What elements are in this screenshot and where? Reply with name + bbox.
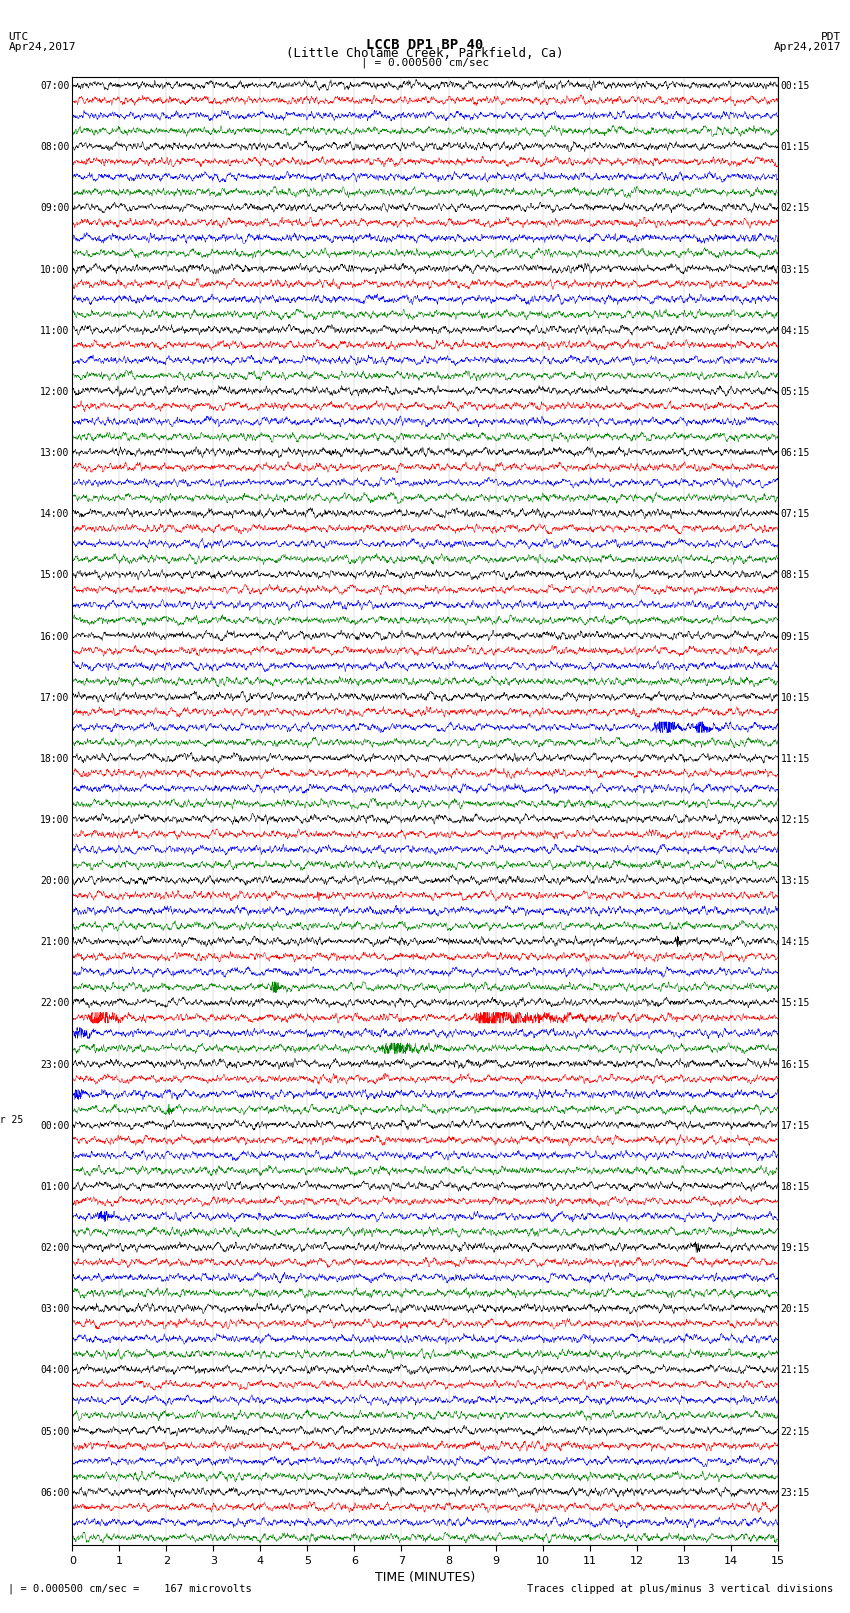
Text: PDT: PDT bbox=[821, 32, 842, 42]
Text: | = 0.000500 cm/sec: | = 0.000500 cm/sec bbox=[361, 58, 489, 68]
Text: Apr24,2017: Apr24,2017 bbox=[8, 42, 76, 52]
Text: UTC: UTC bbox=[8, 32, 29, 42]
Text: Apr 25: Apr 25 bbox=[0, 1115, 23, 1124]
Text: (Little Cholame Creek, Parkfield, Ca): (Little Cholame Creek, Parkfield, Ca) bbox=[286, 47, 564, 60]
Text: LCCB DP1 BP 40: LCCB DP1 BP 40 bbox=[366, 37, 484, 52]
X-axis label: TIME (MINUTES): TIME (MINUTES) bbox=[375, 1571, 475, 1584]
Text: Traces clipped at plus/minus 3 vertical divisions: Traces clipped at plus/minus 3 vertical … bbox=[527, 1584, 833, 1594]
Text: | = 0.000500 cm/sec =    167 microvolts: | = 0.000500 cm/sec = 167 microvolts bbox=[8, 1582, 252, 1594]
Text: Apr24,2017: Apr24,2017 bbox=[774, 42, 842, 52]
